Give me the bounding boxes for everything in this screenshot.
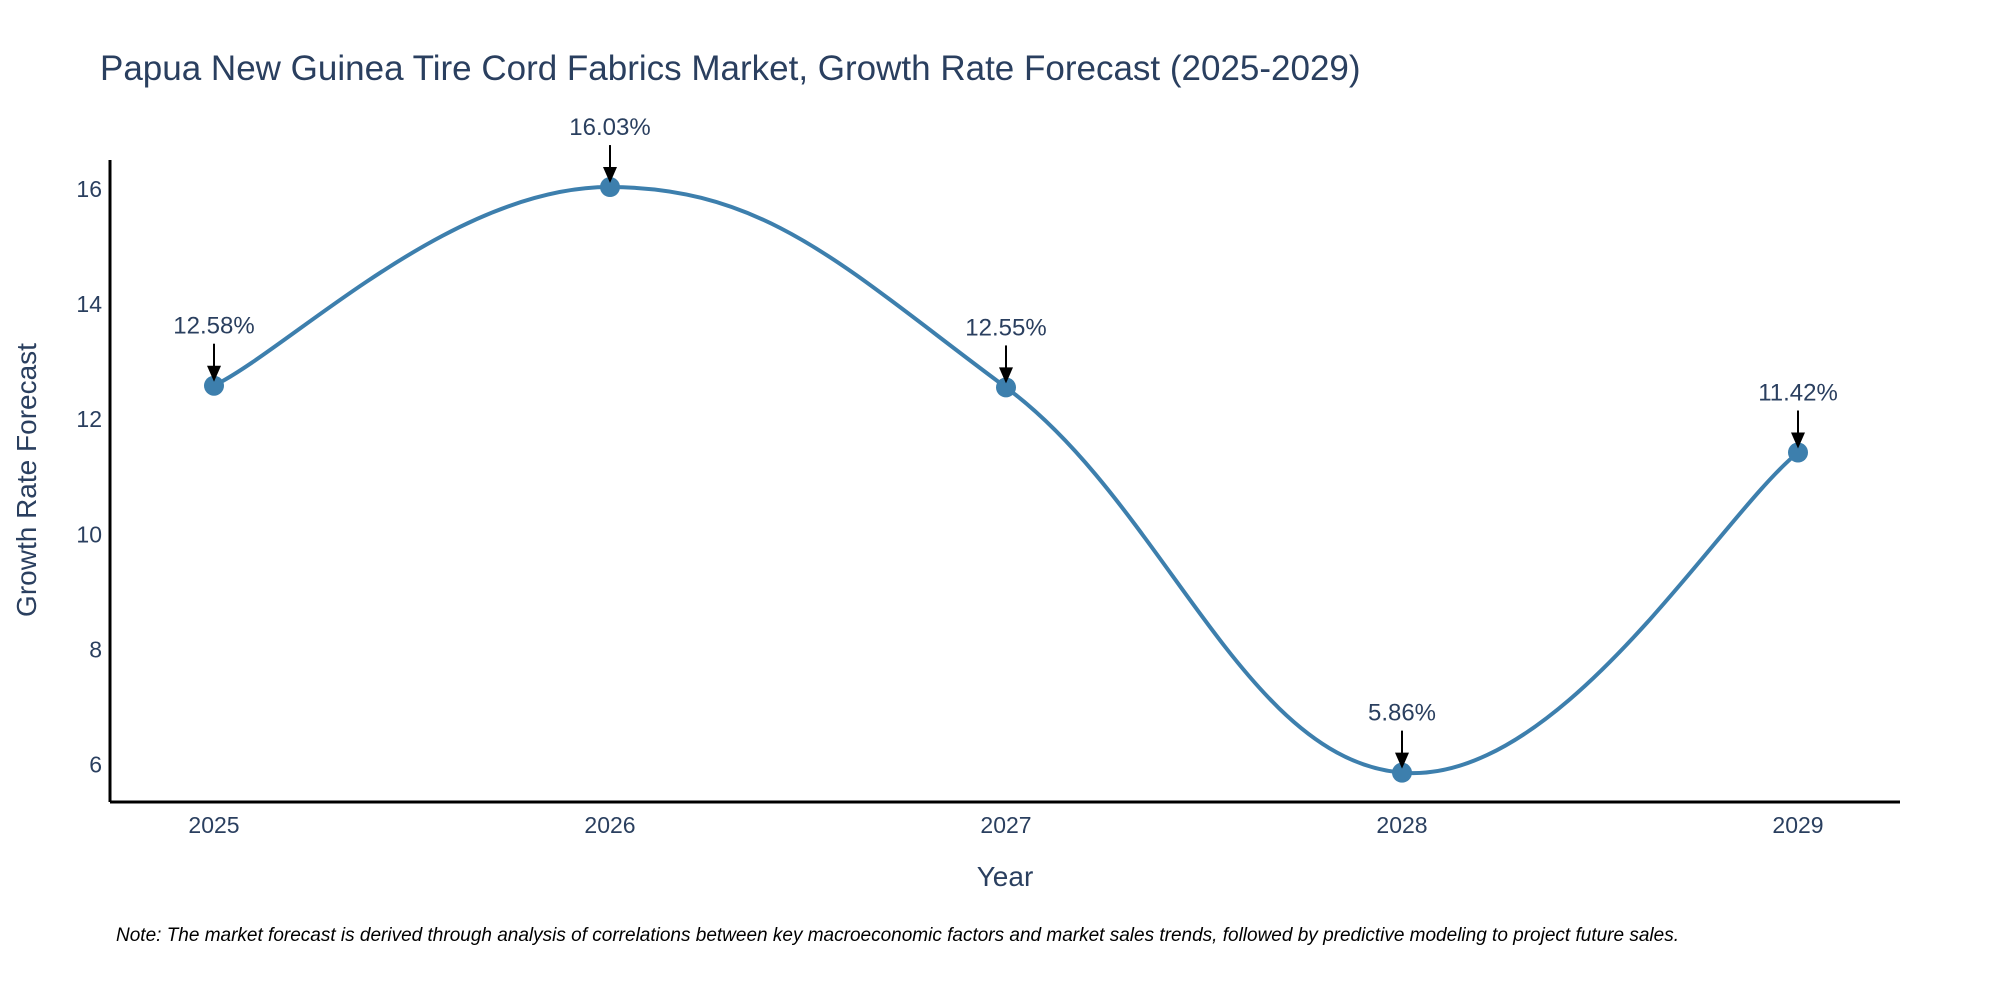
series-line: [213, 185, 1800, 775]
annotation-arrow-head: [603, 167, 617, 184]
y-tick-label: 14: [76, 291, 102, 317]
x-tick-label: 2028: [1376, 812, 1427, 838]
data-point: [996, 377, 1016, 398]
annotation-arrow-head: [1791, 432, 1805, 449]
y-tick-label: 12: [76, 406, 102, 432]
data-point: [600, 177, 620, 198]
x-tick-label: 2027: [980, 812, 1031, 838]
data-point: [1392, 762, 1412, 783]
data-point: [1788, 442, 1808, 463]
data-label: 12.58%: [173, 313, 254, 340]
chart-title: Papua New Guinea Tire Cord Fabrics Marke…: [100, 49, 1361, 88]
y-tick-label: 10: [76, 521, 102, 547]
data-annotations: 12.58% 16.03% 12.55% 5.86% 11.42%: [173, 114, 1838, 769]
x-axis-ticks: 2025 2026 2027 2028 2029: [188, 812, 1823, 838]
data-label: 12.55%: [965, 314, 1046, 341]
x-tick-label: 2026: [584, 812, 635, 838]
annotation-arrow-head: [999, 367, 1013, 384]
data-label: 16.03%: [569, 114, 650, 141]
data-points: [204, 177, 1808, 783]
y-tick-label: 8: [89, 636, 102, 662]
y-tick-label: 6: [89, 752, 102, 778]
data-label: 5.86%: [1368, 700, 1436, 727]
x-tick-label: 2029: [1772, 812, 1823, 838]
data-label: 11.42%: [1758, 379, 1838, 406]
annotation-arrow-head: [207, 365, 221, 382]
forecast-note: Note: The market forecast is derived thr…: [116, 925, 1679, 946]
y-axis-title: Growth Rate Forecast: [11, 343, 42, 617]
annotation-arrow-head: [1395, 752, 1409, 769]
y-axis-ticks: 6 8 10 12 14 16: [76, 176, 102, 778]
data-point: [204, 375, 224, 396]
x-axis-title: Year: [977, 861, 1034, 892]
y-tick-label: 16: [76, 176, 102, 202]
x-tick-label: 2025: [188, 812, 239, 838]
